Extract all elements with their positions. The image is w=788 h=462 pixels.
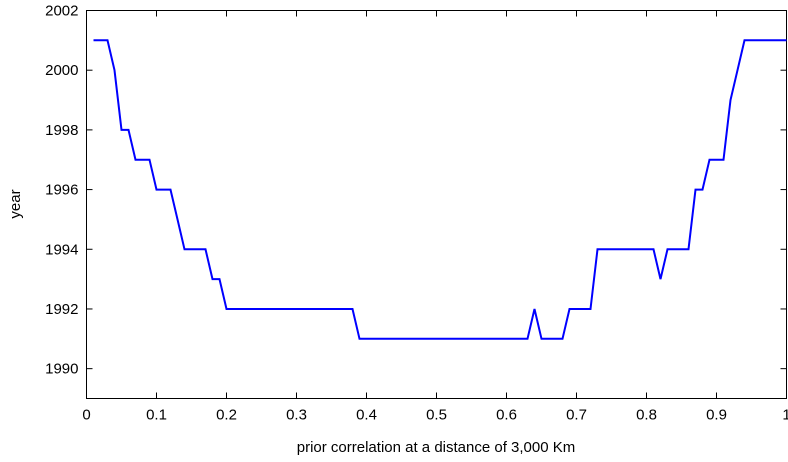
x-tick-label: 0.6 (496, 407, 517, 424)
x-tick-label: 0.8 (636, 407, 657, 424)
x-tick-label: 0.9 (706, 407, 727, 424)
x-tick-label: 0 (82, 407, 90, 424)
x-tick-label: 0.1 (146, 407, 167, 424)
y-tick-label: 1994 (45, 241, 78, 258)
x-tick-label: 0.4 (356, 407, 377, 424)
y-tick-label: 1992 (45, 301, 78, 318)
x-tick-label: 0.5 (426, 407, 447, 424)
x-tick-label: 0.2 (216, 407, 237, 424)
y-tick-label: 1996 (45, 182, 78, 199)
y-axis-title: year (7, 189, 24, 218)
plot-frame (86, 10, 787, 399)
series-line (93, 39, 787, 340)
x-tick-label: 0.3 (286, 407, 307, 424)
y-tick-label: 2002 (45, 3, 78, 20)
y-tick-label: 2000 (45, 62, 78, 79)
y-tick-labels: 1990 1992 1994 1996 1998 2000 2002 (45, 3, 78, 378)
y-tick-label: 1998 (45, 122, 78, 139)
x-tick-label: 0.7 (566, 407, 587, 424)
x-axis-title: prior correlation at a distance of 3,000… (297, 439, 575, 456)
axis-ticks (86, 10, 787, 399)
y-tick-label: 1990 (45, 361, 78, 378)
x-tick-labels: 0 0.1 0.2 0.3 0.4 0.5 0.6 0.7 0.8 0.9 1 (82, 407, 788, 424)
x-tick-label: 1 (782, 407, 788, 424)
